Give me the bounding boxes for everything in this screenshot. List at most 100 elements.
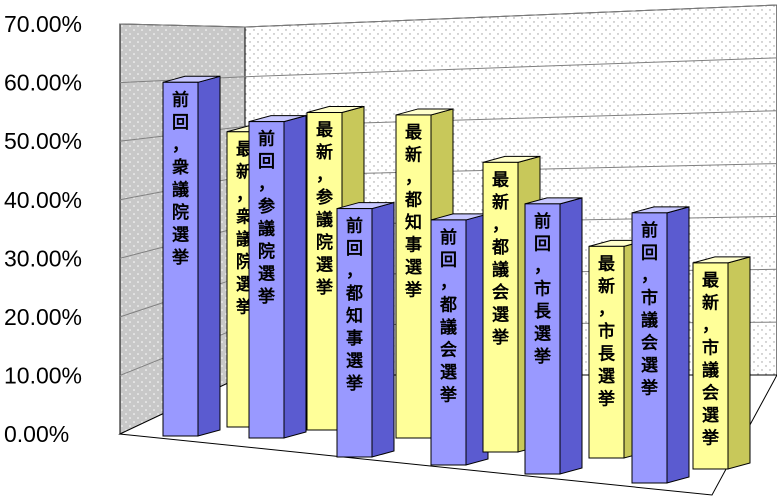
bar-label-char: 選 xyxy=(702,406,719,426)
bar-label-char: ， xyxy=(702,316,719,336)
bar-label-char: 新 xyxy=(702,292,719,313)
bar-label-char: 最 xyxy=(598,254,616,274)
bar-label-char: 選 xyxy=(641,356,658,376)
y-tick-label: 60.00% xyxy=(4,70,82,96)
bar-label-char: 新 xyxy=(405,144,422,165)
bar-label-char: 参 xyxy=(258,196,275,217)
bar-label-char: ， xyxy=(492,215,509,235)
bar-side xyxy=(666,206,690,484)
bar-label-char: ， xyxy=(172,135,189,155)
bar-label-char: 会 xyxy=(440,339,457,360)
gridline xyxy=(119,57,777,84)
bar-label-char: 選 xyxy=(598,367,615,387)
bar-label-char: 市 xyxy=(702,337,719,358)
y-tick-label: 20.00% xyxy=(4,304,82,330)
bar-label-char: 挙 xyxy=(701,427,720,448)
bar-label-char: 挙 xyxy=(404,279,423,300)
bar-label-char: 挙 xyxy=(257,286,276,307)
bar-label-char: 選 xyxy=(316,256,333,276)
bar-label-char: 回 xyxy=(440,250,457,270)
bar-label-char: 挙 xyxy=(533,346,552,367)
bar-label-char: ， xyxy=(440,273,457,293)
bar-label-char: 都 xyxy=(404,189,422,210)
bar-label-char: 都 xyxy=(439,294,457,315)
bar-label-char: ， xyxy=(316,166,333,186)
bar-label-char: 選 xyxy=(405,258,422,278)
bar-front xyxy=(395,114,432,439)
bar-label-char: 長 xyxy=(598,344,616,364)
bar-label-char: 選 xyxy=(492,305,509,325)
bar-label-char: 知 xyxy=(345,306,363,327)
bar-label-char: ， xyxy=(405,168,422,188)
bar-label-char: 最 xyxy=(405,123,423,143)
gridline xyxy=(119,4,777,28)
bar-label-char: 新 xyxy=(316,142,333,163)
bar-label-char: 事 xyxy=(405,235,422,255)
bar-label-char: 議 xyxy=(702,360,719,381)
bar-label-char: 選 xyxy=(172,225,189,245)
bar-label-char: 会 xyxy=(702,382,719,403)
bar-side xyxy=(727,256,751,470)
bar-label-char: 議 xyxy=(492,259,509,280)
bar-side xyxy=(371,201,395,458)
bar-label-char: 議 xyxy=(641,310,658,331)
bar-label-char: 知 xyxy=(404,212,422,233)
bar-side xyxy=(559,197,583,475)
y-tick-label: 10.00% xyxy=(4,363,82,389)
bar-label-char: 都 xyxy=(491,237,509,258)
bar-front xyxy=(162,81,199,437)
bar-label-char: 議 xyxy=(316,210,333,231)
bar-label-char: 都 xyxy=(345,283,363,304)
bar-front xyxy=(430,219,467,466)
bar-front xyxy=(248,121,285,439)
bar-side xyxy=(283,114,307,439)
bar-label-char: 市 xyxy=(534,278,551,299)
bar-label-char: ， xyxy=(641,266,658,286)
bar-label-char: 回 xyxy=(534,234,551,254)
bar-label-char: 市 xyxy=(641,287,658,308)
bar-label-char: 会 xyxy=(641,332,658,353)
bar-label-char: 選 xyxy=(440,363,457,383)
bar-front xyxy=(631,212,668,484)
bar-label-char: 院 xyxy=(316,232,333,253)
bar-label-char: 回 xyxy=(346,239,363,259)
bar-label-char: 挙 xyxy=(491,327,510,348)
bar-label-char: 前 xyxy=(440,227,457,248)
bar-label-char: 衆 xyxy=(172,157,189,178)
bar-label-char: 議 xyxy=(258,219,275,240)
bar-label-char: 選 xyxy=(346,352,363,372)
bar-label-char: 挙 xyxy=(315,277,334,298)
y-tick-label: 40.00% xyxy=(4,187,82,213)
bar-label-char: 議 xyxy=(440,317,457,338)
bar-label-char: 長 xyxy=(534,302,552,322)
bar-label-char: 前 xyxy=(172,89,189,110)
bar-label-char: 挙 xyxy=(439,384,458,405)
bar-label-char: 院 xyxy=(172,202,189,223)
bar-label-char: 最 xyxy=(702,271,720,291)
bar-front xyxy=(588,245,625,459)
bar-front xyxy=(482,161,519,453)
bar-label-char: 新 xyxy=(492,192,509,213)
bar-label-char: 挙 xyxy=(640,377,659,398)
bar-label-char: 新 xyxy=(598,276,615,297)
y-tick-label: 0.00% xyxy=(4,421,69,447)
bar-label-char: 前 xyxy=(258,129,275,150)
bar-front xyxy=(306,112,343,431)
bar-label-char: 議 xyxy=(172,179,189,200)
bar-label-char: 最 xyxy=(316,121,334,141)
bar-label-char: 挙 xyxy=(171,247,190,268)
bar-label-char: 挙 xyxy=(597,388,616,409)
y-tick-label: 50.00% xyxy=(4,128,82,154)
bar-label-char: 回 xyxy=(641,243,658,263)
y-tick-label: 30.00% xyxy=(4,245,82,271)
bar-label-char: 前 xyxy=(641,220,658,241)
bar-label-char: ， xyxy=(598,299,615,319)
bar-label-char: ， xyxy=(534,257,551,277)
bar-label-char: 挙 xyxy=(345,373,364,394)
